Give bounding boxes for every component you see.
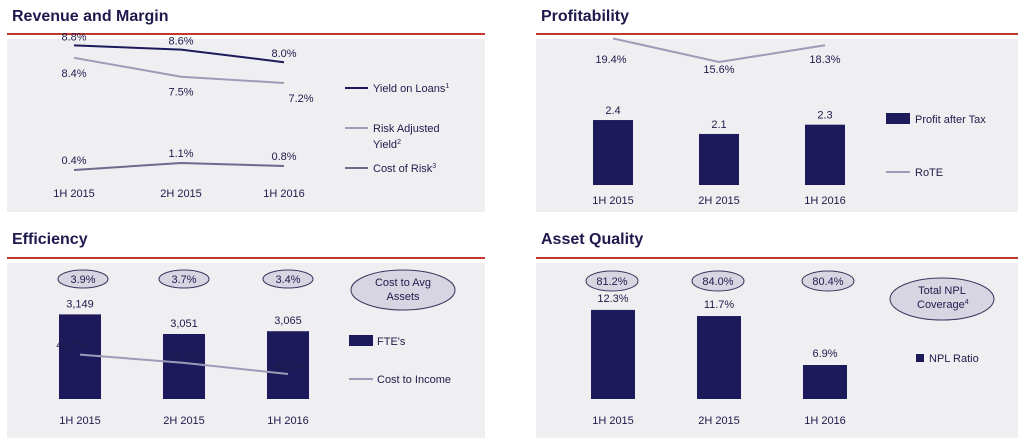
bar-npl-ratio [697,316,741,399]
legend-swatch-ftes [349,335,373,346]
data-label-npl-ratio: 6.9% [812,348,837,360]
profitability-chart: 2.4 2.1 2.3 19.4% 15.6% 18.3% 1H 2015 2H 2015 1H… [592,37,986,207]
legend-label-total-npl-coverage: Total NPL [918,285,966,297]
data-label-npl-ratio: 12.3% [597,293,628,305]
legend-label-risk-adjusted-yield: Yield2 [373,139,401,151]
series-line-risk-adjusted-yield [73,56,285,84]
x-tick-label: 1H 2016 [804,195,846,207]
x-tick-label: 2H 2015 [698,195,740,207]
data-label-ftes: 3,051 [170,318,198,330]
data-label-ftes: 3,149 [66,298,94,310]
data-label-yield-on-loans: 8.8% [61,31,86,43]
data-label-cost-to-avg-assets: 3.4% [275,274,300,286]
asset-quality-chart: 12.3% 11.7% 6.9% 81.2% 84.0% 80.4% 1H 2015 2H 2… [585,270,995,427]
data-label-risk-adjusted-yield: 7.2% [288,93,313,105]
legend-label-yield-on-loans: Yield on Loans1 [373,83,449,95]
data-label-rote: 18.3% [809,54,840,66]
data-label-total-npl-coverage: 80.4% [812,276,843,288]
bar-npl-ratio [591,309,635,399]
oval-total-npl-coverage [585,270,639,292]
data-label-cost-to-income: 46.7% [56,340,87,352]
x-tick-label: 1H 2016 [263,188,305,200]
data-label-ftes: 3,065 [274,315,302,327]
oval-legend-cost-to-avg-assets [350,269,456,311]
panel-title-efficiency: Efficiency [12,231,88,248]
title-rule [536,257,1018,259]
data-label-yield-on-loans: 8.0% [271,48,296,60]
x-tick-label: 2H 2015 [698,415,740,427]
x-tick-label: 1H 2016 [267,415,309,427]
series-line-rote [612,37,826,64]
legend-label-cost-to-income: Cost to Income [377,374,451,386]
bar-profit-after-tax [593,120,633,185]
legend-label-profit-after-tax: Profit after Tax [915,114,986,126]
oval-cost-to-avg-assets [262,269,314,289]
x-tick-label: 1H 2016 [804,415,846,427]
data-label-yield-on-loans: 8.6% [168,36,193,48]
legend-label-cost-of-risk: Cost of Risk3 [373,163,436,175]
efficiency-chart: 3,149 3,051 3,065 46.7% 44.8% 42.2% 3.9% 3.7% 3.… [56,269,456,427]
panel-title-profitability: Profitability [541,8,630,25]
legend-label-cost-to-avg-assets: Cost to Avg [375,277,431,289]
legend-label-risk-adjusted-yield: Risk Adjusted [373,123,440,135]
data-label-cost-to-avg-assets: 3.7% [171,274,196,286]
title-rule [536,33,1018,35]
x-tick-label: 1H 2015 [53,188,95,200]
data-label-risk-adjusted-yield: 8.4% [61,68,86,80]
oval-cost-to-avg-assets [158,269,210,289]
oval-legend-total-npl-coverage [889,277,995,321]
legend-label-rote: RoTE [915,167,943,179]
series-line-cost-of-risk [73,161,285,171]
x-tick-label: 1H 2015 [592,415,634,427]
legend-label-ftes: FTE's [377,336,406,348]
bar-ftes [267,331,309,399]
panel-title-revenue: Revenue and Margin [12,8,169,25]
data-label-cost-to-income: 42.2% [274,361,305,373]
series-line-cost-to-income [79,353,289,375]
x-tick-label: 2H 2015 [163,415,205,427]
panel-background [7,39,485,212]
data-label-cost-to-income: 44.8% [168,350,199,362]
data-label-cost-of-risk: 1.1% [168,148,193,160]
title-rule [7,257,485,259]
panel-title-asset-quality: Asset Quality [541,231,644,248]
data-label-risk-adjusted-yield: 7.5% [168,87,193,99]
series-line-yield-on-loans [73,44,285,64]
oval-total-npl-coverage [801,270,855,292]
bar-npl-ratio [803,365,847,399]
data-label-cost-to-avg-assets: 3.9% [70,274,95,286]
oval-cost-to-avg-assets [57,269,109,289]
legend-swatch-profit-after-tax [886,113,910,124]
legend-swatch-npl-ratio [916,354,924,362]
data-label-cost-of-risk: 0.4% [61,155,86,167]
x-tick-label: 1H 2015 [592,195,634,207]
x-tick-label: 2H 2015 [160,188,202,200]
bar-profit-after-tax [805,124,845,185]
data-label-profit-after-tax: 2.1 [711,119,726,131]
data-label-total-npl-coverage: 84.0% [702,276,733,288]
data-label-profit-after-tax: 2.3 [817,110,832,122]
data-label-profit-after-tax: 2.4 [605,105,620,117]
data-label-total-npl-coverage: 81.2% [596,276,627,288]
legend-label-total-npl-coverage: Coverage4 [917,299,969,311]
data-label-npl-ratio: 11.7% [704,299,735,311]
bar-ftes [163,334,205,399]
x-tick-label: 1H 2015 [59,415,101,427]
revenue-margin-chart: 8.8% 8.6% 8.0% 8.4% 7.5% 7.2% 0.4% 1.1% 0.8% 1H 2… [53,31,449,200]
data-label-cost-of-risk: 0.8% [271,151,296,163]
data-label-rote: 15.6% [703,64,734,76]
oval-total-npl-coverage [691,270,745,292]
data-label-rote: 19.4% [595,54,626,66]
bar-profit-after-tax [699,133,739,185]
legend-label-npl-ratio: NPL Ratio [929,353,979,365]
title-rule [7,33,485,35]
legend-label-cost-to-avg-assets: Assets [386,291,420,303]
